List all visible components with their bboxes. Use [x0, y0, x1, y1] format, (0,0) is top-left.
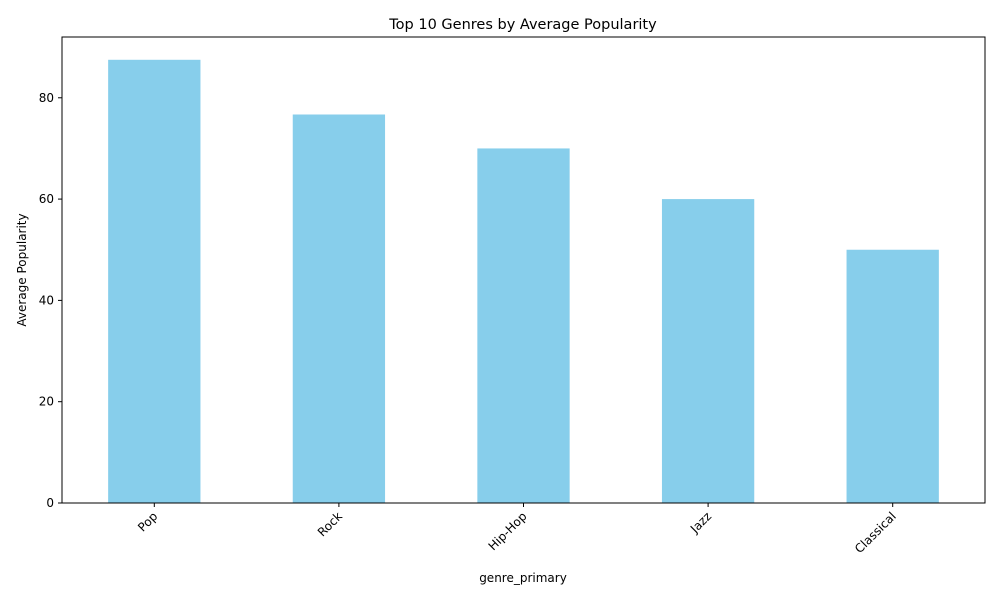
bars-layer — [108, 59, 939, 503]
y-tick-label: 80 — [39, 91, 54, 105]
bar-pop — [108, 59, 201, 503]
y-tick-label: 20 — [39, 395, 54, 409]
y-tick-label: 40 — [39, 293, 54, 307]
bar-classical — [846, 249, 939, 503]
bar-hip-hop — [477, 148, 570, 503]
bar-jazz — [661, 199, 755, 503]
x-tick-label: Pop — [135, 509, 160, 534]
x-axis-ticks: Pop Rock Hip-Hop Jazz Classical — [135, 503, 899, 556]
bar-rock — [292, 114, 386, 503]
y-tick-label: 0 — [46, 496, 54, 510]
y-tick-label: 60 — [39, 192, 54, 206]
x-tick-label: Jazz — [687, 509, 714, 536]
x-tick-label: Rock — [315, 509, 345, 539]
y-axis-label: Average Popularity — [15, 213, 29, 326]
plot-frame — [61, 36, 986, 504]
x-tick-label: Classical — [852, 509, 899, 556]
y-axis-ticks: 0 20 40 60 80 — [39, 91, 62, 510]
x-axis-label: genre_primary — [479, 571, 567, 585]
chart-title: Top 10 Genres by Average Popularity — [388, 17, 657, 33]
x-tick-label: Hip-Hop — [486, 509, 530, 553]
